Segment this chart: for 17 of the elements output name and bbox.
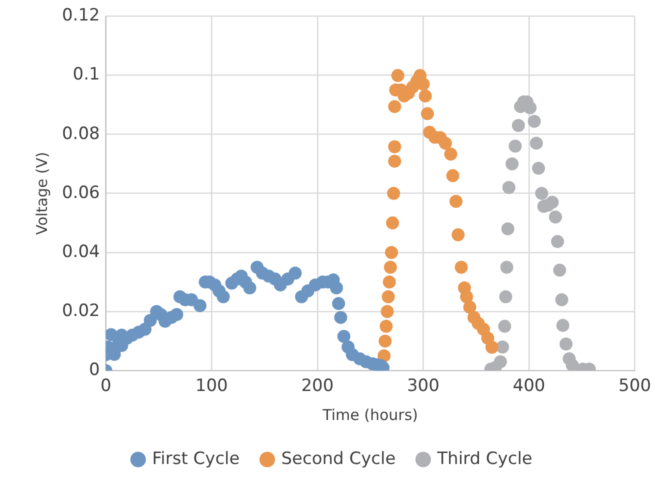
y-tick-label: 0.02 bbox=[62, 300, 100, 321]
y-tick-label: 0.1 bbox=[72, 64, 100, 85]
legend-label: First Cycle bbox=[152, 448, 240, 469]
x-tick-label: 500 bbox=[618, 376, 652, 396]
x-tick-label: 300 bbox=[406, 376, 440, 396]
y-axis-title: Voltage (V) bbox=[32, 152, 51, 235]
legend-label: Third Cycle bbox=[436, 448, 532, 469]
x-tick-label: 200 bbox=[301, 376, 334, 396]
y-tick-label: 0.06 bbox=[62, 182, 100, 203]
y-tick-label: 0.12 bbox=[62, 6, 100, 26]
y-tick-label: 0 bbox=[89, 360, 100, 380]
x-axis-title: Time (hours) bbox=[322, 406, 418, 424]
y-tick-label: 0.08 bbox=[62, 124, 100, 144]
legend-label: Second Cycle bbox=[281, 448, 396, 469]
x-tick-label: 400 bbox=[512, 376, 546, 396]
y-tick-label: 0.04 bbox=[62, 242, 100, 262]
x-tick-label: 100 bbox=[195, 376, 228, 396]
